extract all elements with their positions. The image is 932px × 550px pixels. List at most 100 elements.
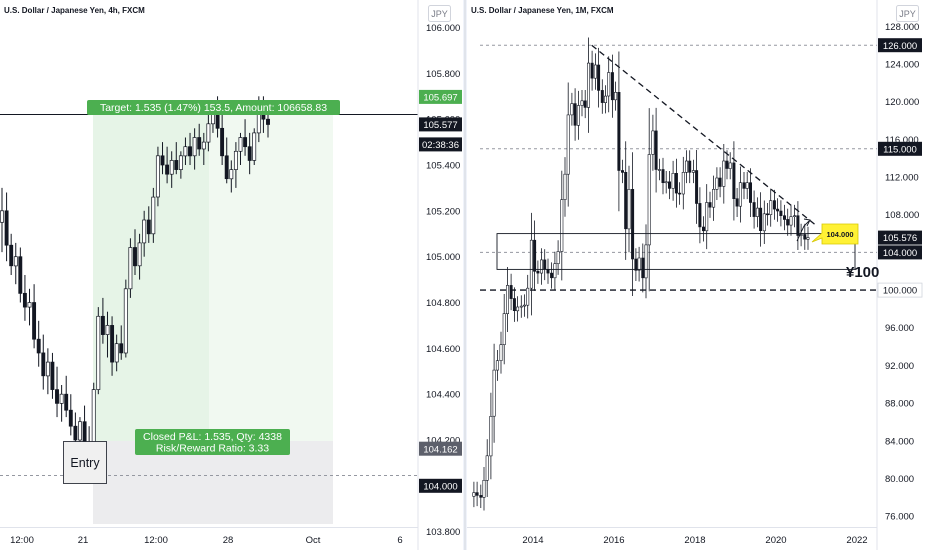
candle[interactable] bbox=[475, 481, 479, 507]
candle[interactable] bbox=[748, 168, 752, 217]
candle[interactable] bbox=[45, 348, 50, 395]
candle[interactable] bbox=[509, 273, 513, 311]
candle[interactable] bbox=[597, 47, 601, 108]
candle[interactable] bbox=[722, 144, 726, 204]
target-label[interactable]: Target: 1.535 (1.47%) 153.5, Amount: 106… bbox=[87, 100, 340, 115]
candle[interactable] bbox=[495, 350, 499, 381]
candle[interactable] bbox=[657, 158, 661, 181]
candle[interactable] bbox=[155, 146, 160, 207]
candle[interactable] bbox=[583, 90, 587, 119]
candle[interactable] bbox=[114, 334, 119, 372]
candle[interactable] bbox=[0, 187, 4, 253]
candle[interactable] bbox=[600, 79, 604, 114]
candle[interactable] bbox=[762, 200, 766, 245]
candle[interactable] bbox=[570, 92, 574, 126]
candle[interactable] bbox=[580, 90, 584, 117]
candle[interactable] bbox=[627, 165, 631, 253]
candle[interactable] bbox=[183, 137, 188, 166]
candle[interactable] bbox=[133, 229, 137, 275]
candle[interactable] bbox=[50, 352, 55, 399]
candle[interactable] bbox=[188, 132, 192, 165]
candle[interactable] bbox=[201, 132, 206, 165]
candle[interactable] bbox=[576, 90, 580, 140]
candle[interactable] bbox=[41, 334, 46, 390]
candle[interactable] bbox=[755, 197, 759, 228]
candle[interactable] bbox=[620, 159, 624, 184]
candle[interactable] bbox=[536, 260, 540, 284]
descending-trendline[interactable] bbox=[591, 44, 815, 225]
candle[interactable] bbox=[119, 325, 124, 360]
candle[interactable] bbox=[614, 81, 618, 111]
candle[interactable] bbox=[671, 160, 675, 201]
candle[interactable] bbox=[806, 226, 810, 250]
candle[interactable] bbox=[759, 192, 763, 247]
candle[interactable] bbox=[674, 158, 678, 208]
candle[interactable] bbox=[32, 284, 37, 349]
candle[interactable] bbox=[786, 208, 790, 236]
candle[interactable] bbox=[688, 150, 692, 184]
candle[interactable] bbox=[247, 132, 252, 175]
candle[interactable] bbox=[192, 128, 197, 170]
candle[interactable] bbox=[492, 343, 496, 443]
candle[interactable] bbox=[505, 267, 509, 332]
candle[interactable] bbox=[701, 216, 705, 242]
candle[interactable] bbox=[667, 171, 671, 200]
candle[interactable] bbox=[233, 142, 238, 188]
right-currency-tag[interactable]: JPY bbox=[896, 5, 919, 22]
candle[interactable] bbox=[123, 279, 128, 358]
candle[interactable] bbox=[142, 210, 147, 257]
candle[interactable] bbox=[651, 114, 655, 171]
candle[interactable] bbox=[174, 142, 179, 175]
candle[interactable] bbox=[533, 220, 537, 291]
candle[interactable] bbox=[691, 159, 695, 184]
candle[interactable] bbox=[742, 172, 746, 200]
candle[interactable] bbox=[769, 188, 773, 227]
candle[interactable] bbox=[684, 150, 688, 184]
candle[interactable] bbox=[479, 484, 483, 508]
candle[interactable] bbox=[482, 467, 486, 511]
candle[interactable] bbox=[59, 385, 64, 422]
candle[interactable] bbox=[110, 316, 115, 376]
candle[interactable] bbox=[18, 247, 23, 303]
candle[interactable] bbox=[519, 295, 523, 318]
candle[interactable] bbox=[13, 242, 18, 285]
candle[interactable] bbox=[705, 184, 709, 250]
candle[interactable] bbox=[105, 311, 110, 358]
candle[interactable] bbox=[631, 152, 635, 296]
candle[interactable] bbox=[610, 54, 614, 118]
candle[interactable] bbox=[238, 132, 243, 165]
candle[interactable] bbox=[499, 331, 503, 374]
candle[interactable] bbox=[695, 150, 699, 224]
candle[interactable] bbox=[563, 157, 567, 217]
candle[interactable] bbox=[128, 238, 133, 298]
candle[interactable] bbox=[553, 251, 557, 290]
candle[interactable] bbox=[678, 182, 682, 205]
candle[interactable] bbox=[803, 223, 807, 250]
candle[interactable] bbox=[637, 246, 641, 282]
candle[interactable] bbox=[546, 258, 550, 284]
right-y-axis[interactable]: 128.000 124.000 120.000 116.000 112.000 108.0… bbox=[885, 22, 919, 523]
candle[interactable] bbox=[529, 212, 533, 316]
candle[interactable] bbox=[160, 142, 165, 175]
candle[interactable] bbox=[715, 167, 719, 200]
candle[interactable] bbox=[644, 224, 648, 299]
candle[interactable] bbox=[36, 320, 41, 367]
candle[interactable] bbox=[22, 275, 27, 321]
candle[interactable] bbox=[779, 200, 783, 227]
candle[interactable] bbox=[502, 294, 506, 365]
candle[interactable] bbox=[728, 152, 732, 180]
candle[interactable] bbox=[624, 141, 628, 260]
closed-pl-label[interactable]: Closed P&L: 1.535, Qty: 4338 Risk/Reward… bbox=[135, 429, 290, 455]
left-chart-pane[interactable]: 106.000105.800105.600105.400105.200105.0… bbox=[0, 0, 462, 550]
candle[interactable] bbox=[776, 198, 780, 222]
candle[interactable] bbox=[738, 166, 742, 223]
candle[interactable] bbox=[169, 151, 174, 188]
candle[interactable] bbox=[735, 188, 739, 217]
candle[interactable] bbox=[64, 375, 69, 418]
candle[interactable] bbox=[252, 128, 257, 165]
candle[interactable] bbox=[789, 205, 793, 236]
candle[interactable] bbox=[206, 114, 211, 152]
left-candles[interactable] bbox=[0, 96, 270, 468]
candle[interactable] bbox=[712, 175, 716, 221]
